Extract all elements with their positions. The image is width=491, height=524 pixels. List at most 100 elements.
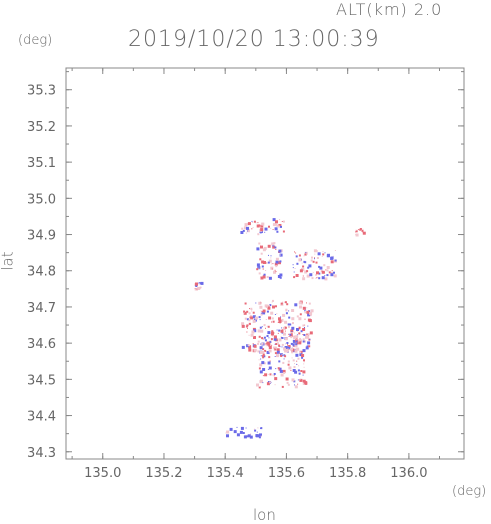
x-tick-label: 135.6 xyxy=(268,466,305,481)
echo-point xyxy=(264,227,268,231)
echo-point xyxy=(278,360,281,363)
echo-point xyxy=(259,433,262,437)
echo-point xyxy=(294,384,295,386)
echo-point xyxy=(318,277,321,280)
echo-point xyxy=(298,301,302,305)
echo-point xyxy=(295,255,298,258)
echo-point xyxy=(298,258,302,262)
echo-point xyxy=(307,325,309,327)
echo-point xyxy=(308,264,312,268)
echo-point xyxy=(260,344,261,346)
echo-point xyxy=(321,270,325,274)
echo-point xyxy=(246,331,248,333)
echo-point xyxy=(261,245,263,247)
echo-point xyxy=(323,264,326,267)
echo-point xyxy=(272,335,274,337)
echo-point xyxy=(273,242,276,245)
echo-point xyxy=(273,375,275,377)
echo-point xyxy=(262,268,264,270)
echo-point xyxy=(324,275,326,277)
echo-point xyxy=(296,360,298,362)
echo-point xyxy=(281,329,283,331)
echo-point xyxy=(362,228,364,230)
echo-point xyxy=(332,255,334,257)
echo-point xyxy=(289,347,293,351)
echo-point xyxy=(355,230,358,233)
echo-point xyxy=(299,378,303,382)
x-tick-label: 136.0 xyxy=(390,466,427,481)
y-tick-label: 35.1 xyxy=(27,156,56,171)
echo-point xyxy=(297,383,299,385)
echo-point xyxy=(302,277,306,281)
echo-point xyxy=(278,224,282,227)
echo-point xyxy=(321,255,323,257)
echo-point xyxy=(276,313,278,315)
echo-point xyxy=(194,288,197,291)
echo-point xyxy=(260,427,263,430)
echo-point xyxy=(291,326,295,330)
echo-point xyxy=(287,345,289,346)
echo-point xyxy=(294,349,298,353)
echo-point xyxy=(262,354,265,357)
echo-point xyxy=(297,369,300,372)
echo-point xyxy=(275,346,278,349)
echo-point xyxy=(261,337,263,338)
echo-point xyxy=(267,373,269,375)
echo-point xyxy=(279,322,281,324)
echo-point xyxy=(258,386,261,389)
echo-point xyxy=(262,353,265,356)
echo-point xyxy=(260,228,264,232)
echo-point xyxy=(268,345,271,347)
echo-point xyxy=(302,275,304,277)
echo-point xyxy=(262,311,266,315)
echo-point xyxy=(314,257,315,259)
echo-point xyxy=(279,253,283,257)
echo-point xyxy=(246,324,249,327)
echo-point xyxy=(268,276,272,280)
echo-point xyxy=(302,370,306,374)
echo-point xyxy=(297,339,300,342)
echo-point xyxy=(265,270,267,271)
y-tick-label: 34.8 xyxy=(27,265,56,280)
echo-point xyxy=(298,254,301,257)
echo-point xyxy=(195,282,198,286)
echo-point xyxy=(290,336,293,339)
echo-point xyxy=(273,337,277,341)
echo-point xyxy=(251,309,253,311)
echo-point xyxy=(262,275,266,279)
echo-point xyxy=(273,335,277,339)
echo-point xyxy=(304,251,308,255)
echo-point xyxy=(271,301,273,303)
echo-point xyxy=(283,347,287,351)
echo-point xyxy=(272,229,274,230)
echo-point xyxy=(299,337,302,340)
echo-point xyxy=(243,311,247,315)
echo-point xyxy=(267,261,270,264)
echo-point xyxy=(244,302,247,305)
echo-point xyxy=(253,348,257,352)
echo-point xyxy=(268,254,269,256)
echo-point xyxy=(276,338,278,340)
echo-point xyxy=(248,322,251,325)
echo-point xyxy=(278,320,282,323)
echo-point xyxy=(274,384,276,386)
echo-point xyxy=(305,252,307,254)
echo-point xyxy=(262,309,266,313)
echo-point xyxy=(296,262,299,265)
echo-point xyxy=(246,310,249,313)
echo-point xyxy=(269,373,272,376)
echo-point xyxy=(296,347,300,351)
echo-point xyxy=(274,314,276,315)
echo-point xyxy=(252,227,254,229)
echo-point xyxy=(254,429,257,432)
echo-point xyxy=(290,329,294,333)
echo-point xyxy=(255,302,257,304)
echo-point xyxy=(295,274,299,277)
y-tick-label: 35.2 xyxy=(27,120,56,135)
echo-point xyxy=(285,309,288,312)
x-axis-label: lon xyxy=(253,506,276,524)
echo-point xyxy=(362,231,366,235)
echo-point xyxy=(248,312,251,315)
echo-point xyxy=(250,333,254,337)
echo-point xyxy=(225,432,227,434)
